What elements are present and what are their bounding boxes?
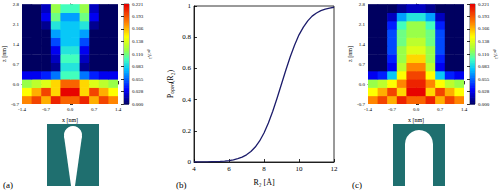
svg-text:0.0: 0.0 [67, 107, 74, 112]
svg-text:-0.7: -0.7 [357, 102, 365, 107]
svg-text:x [nm]: x [nm] [408, 117, 424, 124]
svg-text:0.138: 0.138 [132, 39, 144, 44]
svg-text:-1.4: -1.4 [18, 107, 26, 112]
svg-text:0.138: 0.138 [478, 39, 490, 44]
svg-text:2.1: 2.1 [13, 22, 20, 27]
svg-text:4: 4 [192, 165, 196, 173]
svg-text:0.028: 0.028 [478, 89, 490, 94]
svg-text:0.7: 0.7 [359, 62, 366, 67]
svg-text:0.7: 0.7 [13, 62, 20, 67]
svg-text:2.8: 2.8 [359, 2, 366, 7]
svg-text:8: 8 [262, 165, 266, 173]
svg-text:0.166: 0.166 [132, 26, 144, 31]
svg-text:0.0: 0.0 [13, 82, 20, 87]
svg-text:-0.7: -0.7 [388, 107, 396, 112]
svg-text:0.055: 0.055 [478, 77, 490, 82]
svg-text:12: 12 [331, 165, 339, 173]
svg-text:0.166: 0.166 [478, 26, 490, 31]
svg-text:0.0: 0.0 [359, 82, 366, 87]
svg-text:0.110: 0.110 [132, 52, 144, 57]
svg-text:0.193: 0.193 [132, 14, 144, 19]
svg-text:ρ/Å³: ρ/Å³ [493, 50, 498, 59]
svg-text:6: 6 [227, 165, 231, 173]
svg-text:z [nm]: z [nm] [347, 46, 354, 62]
svg-text:10: 10 [296, 165, 304, 173]
svg-text:1.4: 1.4 [461, 107, 468, 112]
svg-text:0.8: 0.8 [182, 33, 191, 41]
svg-text:0.7: 0.7 [91, 107, 98, 112]
svg-text:0.221: 0.221 [132, 2, 144, 7]
svg-text:-0.7: -0.7 [42, 107, 50, 112]
svg-text:x [nm]: x [nm] [62, 117, 78, 124]
svg-text:0.083: 0.083 [478, 64, 490, 69]
svg-text:(b): (b) [176, 180, 187, 190]
svg-text:0.193: 0.193 [478, 14, 490, 19]
svg-text:1.4: 1.4 [13, 42, 20, 47]
svg-text:R₂ [Å]: R₂ [Å] [253, 178, 275, 187]
svg-text:Pₒₚₑₙ(R₂): Pₒₚₑₙ(R₂) [166, 70, 175, 99]
svg-text:z [nm]: z [nm] [1, 46, 8, 62]
svg-text:-1.4: -1.4 [364, 107, 372, 112]
svg-text:ρ/Å³: ρ/Å³ [147, 50, 152, 59]
svg-text:0.028: 0.028 [132, 89, 144, 94]
svg-text:0.055: 0.055 [132, 77, 144, 82]
svg-text:0.000: 0.000 [478, 102, 490, 107]
svg-text:1.4: 1.4 [115, 107, 122, 112]
svg-text:0.110: 0.110 [478, 52, 490, 57]
svg-text:0.4: 0.4 [182, 96, 191, 104]
svg-text:(c): (c) [352, 180, 362, 190]
svg-text:0.2: 0.2 [182, 127, 191, 135]
svg-text:0.6: 0.6 [182, 64, 191, 72]
svg-text:2.8: 2.8 [13, 2, 20, 7]
svg-text:0: 0 [188, 158, 192, 166]
svg-text:0.000: 0.000 [132, 102, 144, 107]
svg-text:(a): (a) [3, 180, 13, 190]
svg-text:0.221: 0.221 [478, 2, 490, 7]
svg-text:-0.7: -0.7 [11, 102, 19, 107]
svg-text:0.083: 0.083 [132, 64, 144, 69]
svg-text:0.7: 0.7 [437, 107, 444, 112]
svg-text:0.0: 0.0 [413, 107, 420, 112]
svg-text:1.4: 1.4 [359, 42, 366, 47]
svg-text:2.1: 2.1 [359, 22, 366, 27]
svg-text:1: 1 [188, 2, 192, 10]
